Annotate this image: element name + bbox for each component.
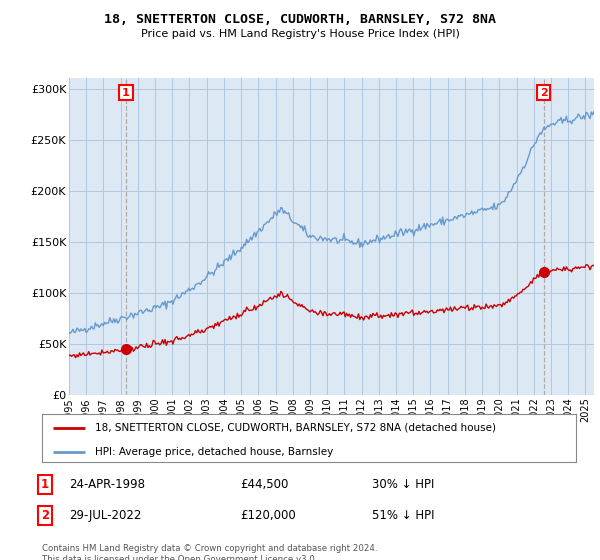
Text: £44,500: £44,500 bbox=[240, 478, 289, 491]
Text: 29-JUL-2022: 29-JUL-2022 bbox=[69, 508, 142, 522]
Text: 18, SNETTERTON CLOSE, CUDWORTH, BARNSLEY, S72 8NA: 18, SNETTERTON CLOSE, CUDWORTH, BARNSLEY… bbox=[104, 13, 496, 26]
Text: 1: 1 bbox=[122, 87, 130, 97]
Text: HPI: Average price, detached house, Barnsley: HPI: Average price, detached house, Barn… bbox=[95, 446, 334, 456]
Text: 2: 2 bbox=[41, 508, 49, 522]
Text: Contains HM Land Registry data © Crown copyright and database right 2024.
This d: Contains HM Land Registry data © Crown c… bbox=[42, 544, 377, 560]
Text: 2: 2 bbox=[539, 87, 547, 97]
Text: 1: 1 bbox=[41, 478, 49, 491]
Text: Price paid vs. HM Land Registry's House Price Index (HPI): Price paid vs. HM Land Registry's House … bbox=[140, 29, 460, 39]
Text: £120,000: £120,000 bbox=[240, 508, 296, 522]
Text: 30% ↓ HPI: 30% ↓ HPI bbox=[372, 478, 434, 491]
Text: 24-APR-1998: 24-APR-1998 bbox=[69, 478, 145, 491]
Text: 51% ↓ HPI: 51% ↓ HPI bbox=[372, 508, 434, 522]
Text: 18, SNETTERTON CLOSE, CUDWORTH, BARNSLEY, S72 8NA (detached house): 18, SNETTERTON CLOSE, CUDWORTH, BARNSLEY… bbox=[95, 423, 496, 433]
